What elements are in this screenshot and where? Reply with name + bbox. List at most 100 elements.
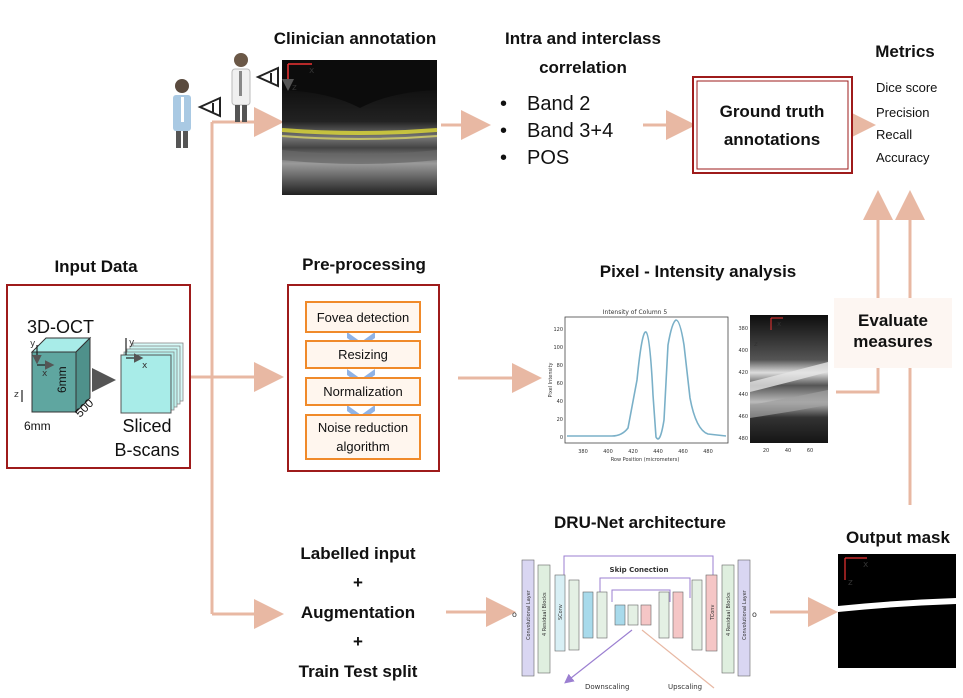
cube-dim-x: 6mm [55, 366, 69, 393]
ground-truth-line2: annotations [724, 130, 820, 149]
preproc-step-label: Resizing [338, 347, 388, 362]
residual-label: 4 Residual Blocks [542, 592, 548, 636]
training-pipeline-text: Labelled input + Augmentation + Train Te… [299, 544, 418, 681]
decoder-block [640, 604, 652, 626]
band-bullet: • [500, 93, 507, 115]
decoder-block [658, 591, 670, 639]
plot-ytick: 80 [557, 363, 563, 369]
residual-block [721, 564, 735, 674]
training-step: Labelled input [300, 544, 416, 563]
crop-ytick: 480 [738, 436, 748, 442]
band-item: Band 3+4 [527, 120, 613, 142]
intensity-plot: Intensity of Column 5 380 400 420 440 46… [548, 309, 729, 463]
encoder-block [582, 591, 594, 639]
eye-icon-left [197, 96, 221, 118]
plot-ytick: 40 [557, 399, 563, 405]
preproc-step-label: Normalization [323, 384, 402, 399]
sliced-label-line1: Sliced [122, 416, 171, 436]
plot-xtick: 440 [653, 449, 663, 455]
ground-truth-line1: Ground truth [720, 102, 825, 121]
sconv-block [554, 574, 566, 652]
crop-ytick: 400 [738, 348, 748, 354]
preproc-step-label-line2: algorithm [336, 439, 389, 454]
preprocessing-heading: Pre-processing [302, 255, 426, 274]
evaluate-line1: Evaluate [858, 311, 928, 330]
residual-label: 4 Residual Blocks [726, 592, 732, 636]
skip-connection-label: Skip Conection [610, 566, 669, 574]
bscan-slices: y x [120, 338, 184, 414]
plot-title: Intensity of Column 5 [603, 309, 668, 316]
mask-axis-z-label: z [848, 578, 853, 588]
output-mask-heading: Output mask [846, 528, 950, 547]
conv-layer-block [521, 559, 535, 677]
plot-ytick: 60 [557, 381, 563, 387]
metric-item: Precision [876, 105, 929, 120]
upscaling-label: Upscaling [668, 683, 702, 691]
band-item: POS [527, 147, 569, 169]
plot-ytick: 20 [557, 417, 563, 423]
metrics-list: Dice score Precision Recall Accuracy [876, 80, 937, 165]
crop-ytick: 440 [738, 392, 748, 398]
cube-axis-z-label: z [14, 390, 19, 400]
scan-axis-z-label: z [292, 83, 297, 93]
preprocessing-box: Fovea detection Resizing Normalization N… [287, 284, 440, 472]
cube-axis-x-label: x [42, 369, 48, 379]
conv-layer-block [737, 559, 751, 677]
ground-truth-box: Ground truth annotations [692, 76, 853, 174]
training-plus: + [353, 573, 363, 592]
sconv-label: SConv [558, 604, 564, 620]
clinician-figure-right [231, 53, 251, 122]
band-bullet: • [500, 147, 507, 169]
crop-axis-x-label: x [777, 320, 781, 328]
crop-ytick: 420 [738, 370, 748, 376]
metrics-heading: Metrics [875, 42, 935, 61]
residual-block [537, 564, 551, 674]
crop-axis-z-label: z [754, 340, 758, 348]
downscaling-arrow [564, 629, 633, 684]
decoder-block [672, 591, 684, 639]
network-input-marker: o [512, 610, 517, 619]
preproc-step-box [305, 301, 421, 333]
cube-dim-z: 6mm [24, 419, 51, 433]
oct-annotated-scan: x z [281, 60, 438, 195]
crop-xtick: 60 [807, 448, 813, 454]
cube-axis-y-label: y [30, 339, 36, 349]
crop-xtick: 20 [763, 448, 769, 454]
plot-xlabel: Row Position (micrometers) [611, 457, 680, 463]
evaluate-measures-label: Evaluate measures [834, 298, 952, 368]
slice-axis-x-label: x [142, 361, 148, 371]
pixel-intensity-heading: Pixel - Intensity analysis [600, 262, 797, 281]
crop-ytick: 380 [738, 326, 748, 332]
conv-layer-label: Convolutional Layer [526, 589, 532, 640]
training-step: Augmentation [301, 603, 415, 622]
network-output-marker: o [752, 610, 757, 619]
downscaling-label: Downscaling [585, 683, 629, 691]
plot-xtick: 380 [578, 449, 588, 455]
mask-axis-x-label: x [863, 560, 869, 570]
sliced-label-line2: B-scans [114, 440, 179, 460]
band-item: Band 2 [527, 93, 590, 115]
preproc-step-label: Noise reduction [318, 420, 408, 435]
clinician-figure-left [173, 79, 191, 148]
tconv-block [705, 574, 718, 652]
preproc-step-box [305, 414, 421, 460]
oct-3d-label: 3D-OCT [27, 317, 94, 337]
training-plus: + [353, 632, 363, 651]
decoder-block [691, 579, 703, 651]
crop-xtick: 40 [785, 448, 791, 454]
plot-xtick: 480 [703, 449, 713, 455]
encoder-block [614, 604, 626, 626]
correlation-heading-line2: correlation [539, 58, 627, 77]
preproc-step-box [305, 377, 421, 406]
plot-ytick: 120 [553, 327, 563, 333]
encoder-block [568, 579, 580, 651]
drunet-heading: DRU-Net architecture [554, 513, 726, 532]
tconv-label: TConv [710, 605, 716, 621]
training-step: Train Test split [299, 662, 418, 681]
plot-ytick: 100 [553, 345, 563, 351]
metric-item: Accuracy [876, 150, 930, 165]
output-mask: x z [838, 554, 956, 668]
plot-xtick: 420 [628, 449, 638, 455]
input-data-heading: Input Data [54, 257, 138, 276]
